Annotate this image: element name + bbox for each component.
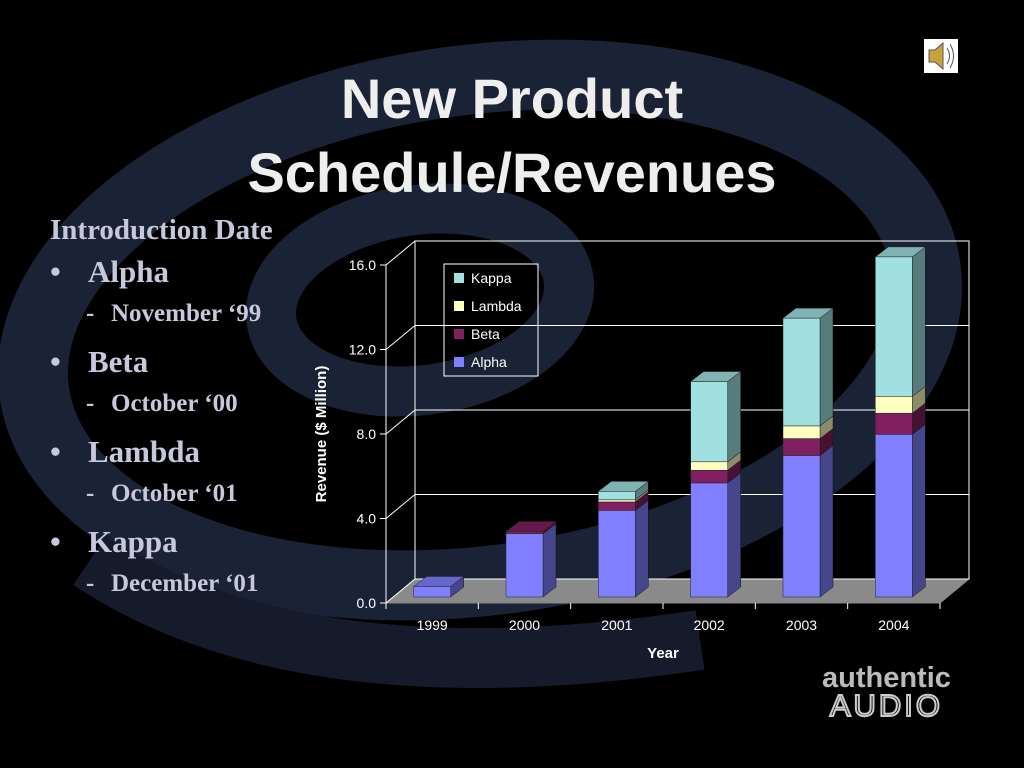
grid-line: [385, 240, 969, 266]
bar-segment: [505, 523, 557, 598]
bar-front: [413, 586, 451, 598]
y-tick-label: 8.0: [357, 426, 377, 442]
intro-item: • Kappa: [50, 524, 273, 570]
item-date: December ‘01: [111, 570, 259, 597]
bar-front: [505, 533, 544, 598]
bar-segment: [874, 246, 927, 397]
bar-front: [782, 317, 821, 427]
intro-sub: - December ‘01: [50, 570, 273, 614]
x-axis-title: Year: [647, 645, 679, 662]
logo-bottom: AUDIO: [829, 688, 944, 723]
bar-side: [727, 371, 741, 463]
dash: -: [86, 570, 95, 597]
slide-title: New Product Schedule/Revenues: [247, 67, 777, 204]
legend-label: Beta: [471, 326, 500, 342]
intro-list: Introduction Date • Alpha - November ‘99 • Be…: [50, 214, 273, 614]
bar-side: [819, 444, 834, 598]
item-date: October ‘00: [111, 390, 238, 417]
logo-top: authentic: [822, 662, 951, 694]
bullet: •: [50, 524, 61, 559]
bar-side: [542, 523, 557, 598]
dash: -: [86, 480, 95, 507]
bar-front: [505, 531, 544, 534]
bar-segment: [689, 472, 742, 598]
bar-segment: [412, 575, 465, 598]
bar-front: [690, 381, 728, 463]
bar-side: [819, 307, 834, 427]
y-axis-title: Revenue ($ Million): [313, 366, 330, 503]
y-tick-label: 4.0: [357, 511, 377, 527]
bar-front: [598, 499, 636, 503]
bar-front: [782, 425, 821, 439]
item-name: Beta: [88, 344, 149, 379]
bullet: •: [50, 254, 61, 289]
intro-item: • Beta: [50, 344, 273, 390]
speaker-icon[interactable]: [924, 39, 958, 73]
bar-front: [875, 434, 913, 598]
legend-swatch: [454, 329, 464, 339]
x-tick-label: 2000: [509, 617, 540, 633]
legend-label: Lambda: [471, 298, 522, 314]
bar-segment: [782, 444, 834, 598]
bar-front: [875, 396, 913, 414]
bar-side: [727, 472, 741, 598]
intro-sub: - October ‘01: [50, 480, 273, 524]
bar-front: [690, 461, 728, 471]
dash: -: [86, 390, 95, 417]
x-tick-label: 2001: [601, 617, 632, 633]
bar-segment: [874, 423, 927, 598]
intro-sub: - November ‘99: [50, 300, 273, 344]
logo: authentic AUDIO: [822, 662, 951, 723]
item-date: November ‘99: [111, 300, 262, 327]
intro-item: • Alpha: [50, 254, 273, 300]
bar-side: [635, 499, 649, 598]
legend-swatch: [454, 301, 464, 311]
bar-side: [912, 423, 926, 598]
bar-front: [598, 510, 636, 598]
legend-box: [443, 263, 539, 377]
bullet: •: [50, 434, 61, 469]
legend-label: Alpha: [471, 354, 507, 370]
bar-segment: [597, 480, 650, 501]
legend-swatch: [454, 273, 464, 283]
item-name: Alpha: [88, 254, 169, 289]
bar-front: [598, 501, 636, 511]
x-tick-label: 2003: [786, 617, 817, 633]
bar-segment: [782, 307, 834, 427]
bar-segment: [505, 521, 557, 535]
x-tick-label: 1999: [417, 617, 448, 633]
bar-front: [598, 491, 636, 501]
bar-front: [782, 455, 821, 598]
item-date: October ‘01: [111, 480, 238, 507]
intro-heading: Introduction Date: [50, 214, 273, 246]
bar-front: [875, 256, 913, 397]
x-tick-label: 2004: [878, 617, 909, 633]
bar-front: [690, 482, 728, 598]
bar-front: [782, 438, 821, 456]
intro-item: • Lambda: [50, 434, 273, 480]
bar-segment: [597, 499, 650, 598]
bar-segment: [689, 371, 742, 463]
x-tick-label: 2002: [694, 617, 725, 633]
bar-front: [875, 412, 913, 435]
intro-sub: - October ‘00: [50, 390, 273, 434]
item-name: Kappa: [88, 524, 178, 559]
dash: -: [86, 300, 95, 327]
legend-label: Kappa: [471, 270, 512, 286]
y-tick-label: 12.0: [349, 342, 376, 358]
y-tick-label: 16.0: [349, 257, 376, 273]
y-tick-label: 0.0: [357, 595, 377, 611]
bar-front: [690, 470, 728, 484]
bar-side: [912, 246, 926, 397]
bullet: •: [50, 344, 61, 379]
item-name: Lambda: [88, 434, 200, 469]
legend-swatch: [454, 357, 464, 367]
